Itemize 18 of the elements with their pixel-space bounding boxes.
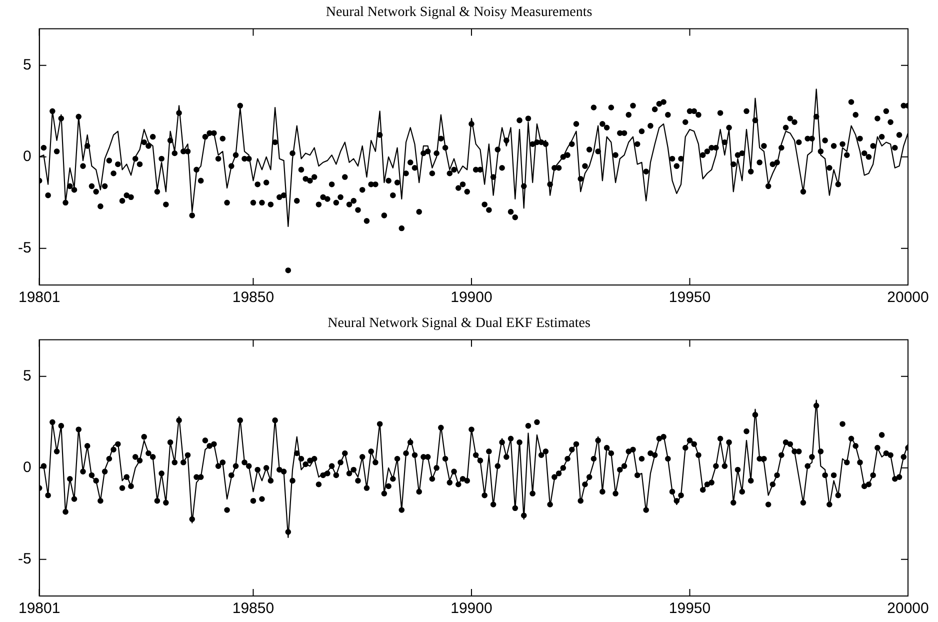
x-tick-label: 19850: [232, 600, 274, 618]
x-tick-label: 19801: [18, 289, 60, 306]
x-tick-label: 20000: [887, 600, 929, 618]
y-tick-label: 5: [22, 56, 32, 74]
x-tick-label: 19950: [668, 600, 711, 618]
y-tick-label: 0: [22, 148, 32, 166]
x-tick-label: 19801: [18, 600, 60, 618]
y-tick-label: 5: [22, 368, 32, 385]
y-tick-label: -5: [18, 240, 32, 257]
chart-title: Neural Network Signal & Noisy Measurements: [326, 5, 592, 20]
x-tick-label: 19900: [450, 289, 492, 306]
y-tick-label: -5: [18, 550, 32, 568]
x-tick-label: 19850: [232, 289, 274, 306]
x-tick-label: 19900: [450, 600, 492, 618]
chart-title: Neural Network Signal & Dual EKF Estimates: [328, 316, 590, 332]
y-tick-label: 0: [22, 459, 32, 476]
x-tick-label: 19950: [668, 289, 711, 306]
x-tick-label: 20000: [887, 289, 929, 306]
